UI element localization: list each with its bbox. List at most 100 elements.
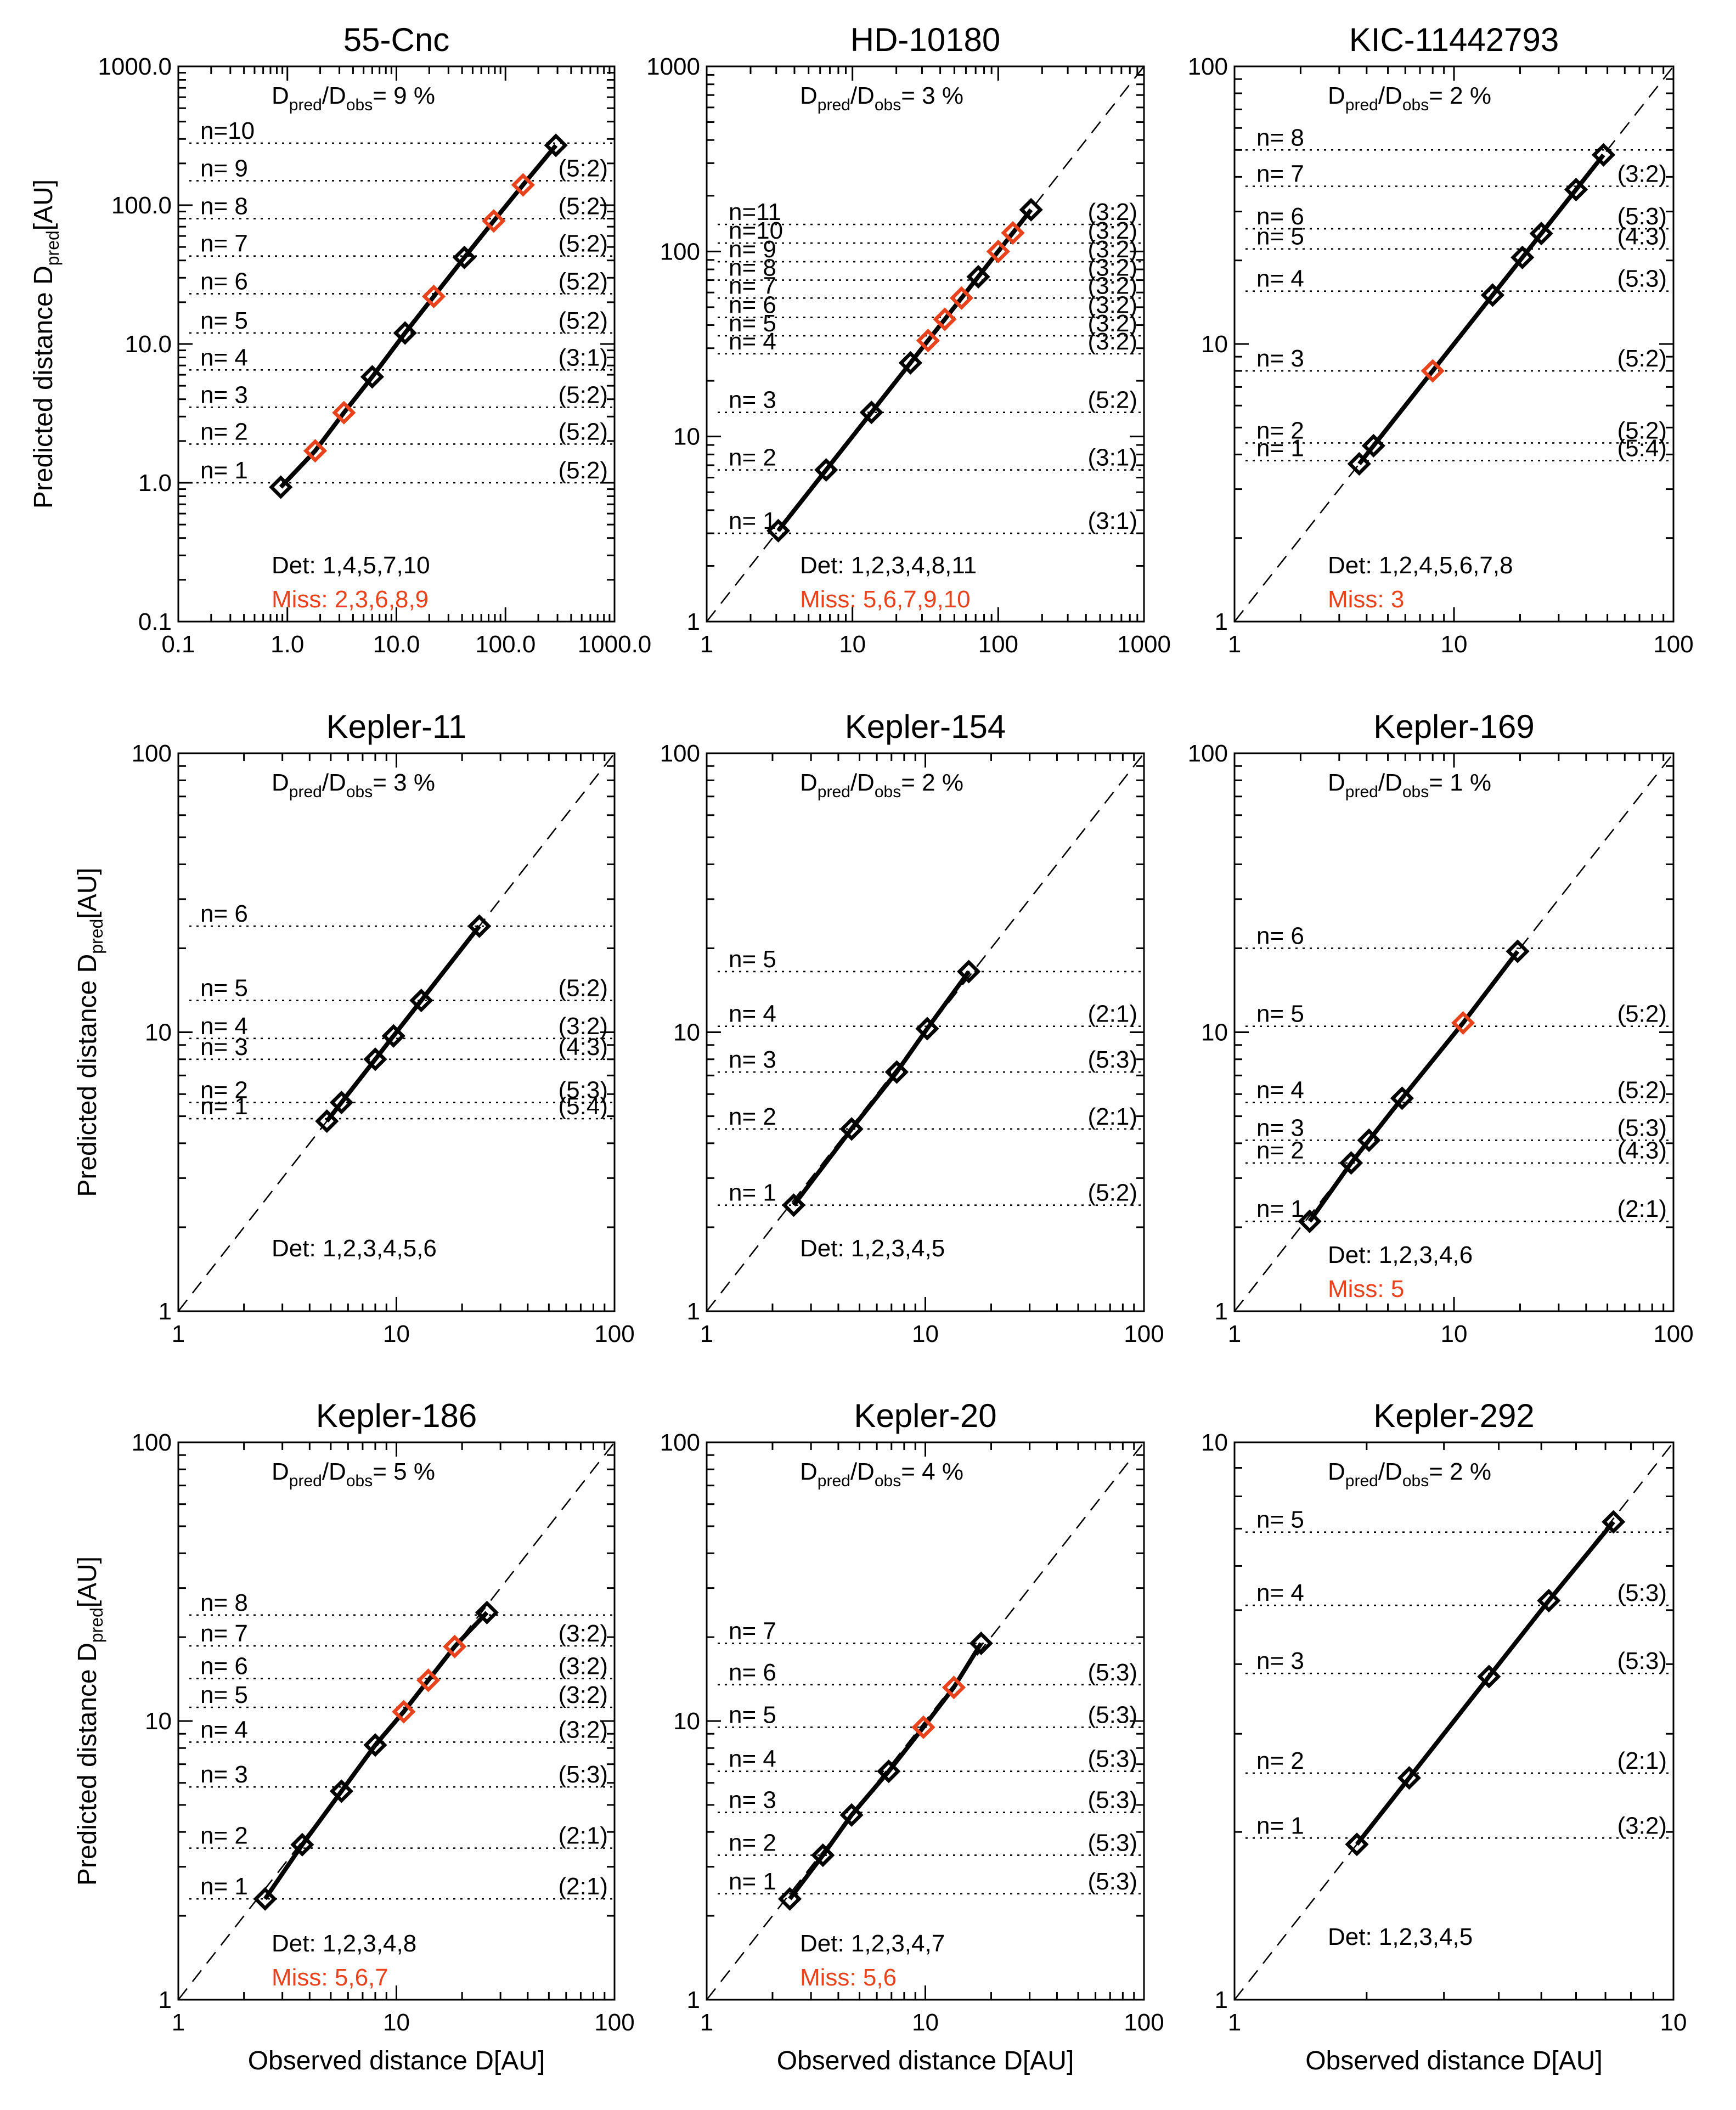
y-tick-label: 10 bbox=[1201, 1429, 1228, 1456]
level-label: n= 2 bbox=[1256, 1137, 1304, 1164]
level-label: n= 1 bbox=[729, 1868, 776, 1895]
resonance-label: (5:2) bbox=[1617, 1001, 1667, 1028]
resonance-label: (3:2) bbox=[1617, 160, 1667, 187]
level-label: n= 5 bbox=[729, 1701, 776, 1728]
x-tick-label: 1000 bbox=[1117, 631, 1171, 658]
level-label: n= 8 bbox=[200, 193, 248, 220]
resonance-label: (2:1) bbox=[559, 1873, 608, 1900]
resonance-label: (5:3) bbox=[1088, 1830, 1137, 1857]
ratio-annotation: Dpred/Dobs= 3 % bbox=[272, 769, 435, 801]
resonance-label: (3:2) bbox=[1088, 217, 1137, 244]
y-tick-label: 1000 bbox=[646, 53, 700, 80]
level-label: n= 3 bbox=[200, 381, 248, 408]
detected-planet-point bbox=[777, 1887, 802, 1911]
miss-values: 2,3,6,8,9 bbox=[335, 586, 429, 613]
level-label: n= 2 bbox=[729, 1830, 776, 1857]
detected-planet-point bbox=[814, 458, 838, 482]
resonance-label: (5:3) bbox=[559, 1077, 608, 1104]
x-tick-label: 1 bbox=[700, 2009, 713, 2036]
detected-planet-point bbox=[1477, 1665, 1501, 1689]
x-tick-label: 10 bbox=[1660, 2009, 1687, 2036]
resonance-label: (5:2) bbox=[1617, 417, 1667, 444]
detected-list: Det: 1,2,3,4,8 bbox=[272, 1930, 416, 1957]
detected-planet-point bbox=[1564, 177, 1588, 202]
missing-planet-point bbox=[303, 439, 328, 463]
ylabel-main: Predicted distance D bbox=[73, 954, 102, 1197]
detected-planet-point bbox=[839, 1803, 864, 1827]
ratio-d1: D bbox=[272, 1458, 289, 1485]
ratio-annotation: Dpred/Dobs= 2 % bbox=[1328, 1458, 1491, 1490]
y-tick-label: 10 bbox=[1201, 331, 1228, 358]
missing-planet-point bbox=[511, 173, 535, 197]
missing-planet-point bbox=[933, 307, 957, 331]
resonance-label: (2:1) bbox=[1088, 1103, 1137, 1130]
detected-planet-point bbox=[915, 1017, 939, 1041]
detected-planet-point bbox=[363, 1733, 387, 1757]
det-prefix: Det: bbox=[1328, 1242, 1379, 1268]
panel-kepler-11: Kepler-11n= 1n= 2n= 3n= 4n= 5n= 6(5:4)(5… bbox=[132, 708, 635, 1347]
miss-values: 5,6 bbox=[863, 1964, 897, 1991]
ratio-slash: /D bbox=[322, 769, 346, 796]
detected-list: Det: 1,2,3,4,5,6 bbox=[272, 1235, 437, 1262]
detected-planet-point bbox=[839, 1117, 864, 1141]
resonance-label: (5:2) bbox=[559, 230, 608, 257]
resonance-label: (3:1) bbox=[559, 344, 608, 371]
ratio-value: = 3 % bbox=[901, 82, 963, 109]
ylabel-unit: [AU] bbox=[29, 179, 58, 230]
resonance-label: (5:3) bbox=[1617, 203, 1667, 230]
level-label: n= 2 bbox=[729, 1103, 776, 1130]
level-label: n=11 bbox=[729, 199, 781, 225]
detected-planet-point bbox=[452, 245, 476, 269]
x-tick-label: 1000.0 bbox=[578, 631, 652, 658]
level-label: n= 1 bbox=[1256, 435, 1304, 462]
detected-planet-point bbox=[898, 351, 922, 375]
level-label: n= 4 bbox=[200, 344, 248, 371]
resonance-label: (4:3) bbox=[1617, 1137, 1667, 1164]
y-tick-label: 100 bbox=[1188, 53, 1228, 80]
resonance-label: (5:3) bbox=[559, 1761, 608, 1788]
miss-prefix: Miss: bbox=[272, 586, 335, 613]
resonance-label: (4:3) bbox=[559, 1034, 608, 1060]
y-axis-label: Predicted distance Dpred[AU] bbox=[73, 867, 106, 1197]
detected-planet-point bbox=[1537, 1588, 1561, 1613]
detected-list: Det: 1,2,3,4,7 bbox=[800, 1930, 945, 1957]
y-tick-label: 10 bbox=[1201, 1019, 1228, 1046]
level-label: n= 3 bbox=[1256, 1648, 1304, 1674]
resonance-label: (3:2) bbox=[559, 1013, 608, 1040]
level-label: n= 8 bbox=[1256, 124, 1304, 151]
resonance-label: (3:1) bbox=[1088, 444, 1137, 471]
detected-list: Det: 1,2,3,4,5 bbox=[1328, 1923, 1473, 1950]
detected-planet-point bbox=[253, 1887, 277, 1911]
level-label: n=10 bbox=[200, 117, 255, 144]
level-label: n= 5 bbox=[1256, 1507, 1304, 1533]
ratio-d1: D bbox=[272, 82, 289, 109]
detected-list: Det: 1,2,3,4,5 bbox=[800, 1235, 945, 1262]
ratio-slash: /D bbox=[1378, 769, 1402, 796]
resonance-label: (5:2) bbox=[559, 155, 608, 182]
x-tick-label: 100 bbox=[978, 631, 1018, 658]
det-values: 1,2,3,4,6 bbox=[1379, 1242, 1473, 1268]
level-label: n= 7 bbox=[1256, 160, 1304, 187]
level-label: n= 4 bbox=[200, 1716, 248, 1743]
detected-planet-point bbox=[475, 1600, 499, 1624]
detected-planet-point bbox=[884, 1060, 909, 1084]
x-tick-label: 1 bbox=[1228, 1321, 1241, 1347]
level-label: n= 4 bbox=[1256, 266, 1304, 292]
level-label: n= 1 bbox=[200, 1873, 248, 1900]
level-label: n= 2 bbox=[200, 418, 248, 445]
ratio-slash: /D bbox=[850, 82, 875, 109]
detected-list: Det: 1,2,3,4,6 bbox=[1328, 1242, 1473, 1268]
ratio-d1: D bbox=[1328, 82, 1345, 109]
level-label: n= 5 bbox=[200, 975, 248, 1002]
ratio-value: = 4 % bbox=[901, 1458, 963, 1485]
missing-planet-point bbox=[421, 284, 446, 308]
detected-planet-point bbox=[1347, 452, 1371, 476]
detected-planet-point bbox=[544, 133, 568, 157]
ratio-sub2: obs bbox=[346, 1472, 373, 1490]
resonance-label: (5:2) bbox=[1088, 387, 1137, 414]
resonance-label: (3:2) bbox=[559, 1620, 608, 1647]
ratio-sub1: pred bbox=[1345, 1472, 1378, 1490]
y-tick-label: 1 bbox=[1215, 1987, 1228, 2013]
resonance-label: (3:2) bbox=[559, 1716, 608, 1743]
panel-title: HD-10180 bbox=[850, 21, 1001, 58]
